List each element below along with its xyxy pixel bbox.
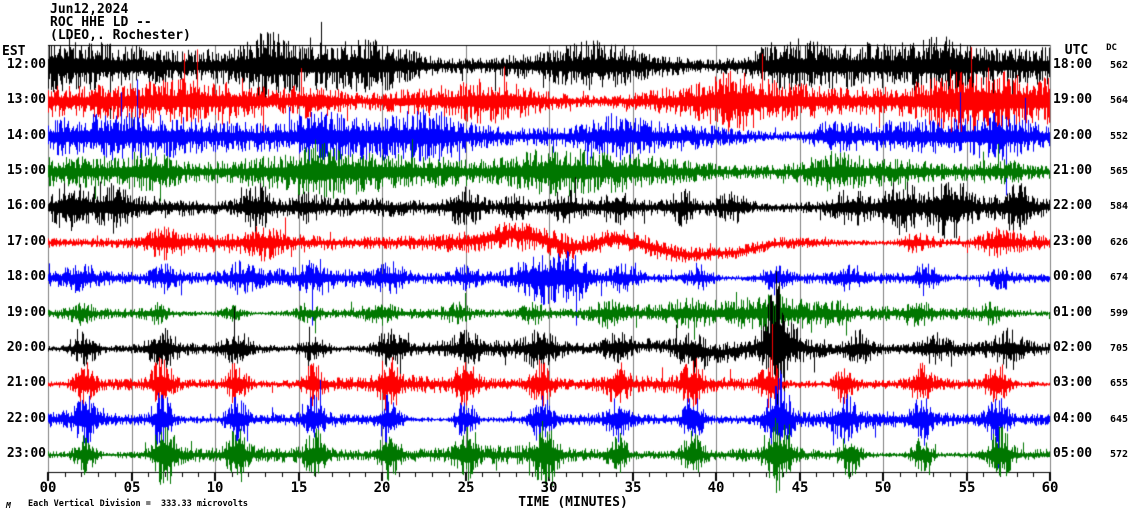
x-tick-label: 20 — [373, 480, 391, 496]
utc-hour-label: 22:00 — [1053, 198, 1093, 213]
est-hour-label: 16:00 — [6, 198, 46, 213]
x-tick-label: 10 — [206, 480, 224, 496]
est-hour-label: 12:00 — [6, 57, 46, 72]
right-timezone-label: UTC — [1064, 43, 1089, 58]
x-tick-label: 55 — [958, 480, 976, 496]
est-hour-label: 15:00 — [6, 163, 46, 178]
dc-value: 645 — [1109, 414, 1128, 425]
utc-hour-label: 19:00 — [1053, 92, 1093, 107]
x-tick-label: 60 — [1041, 480, 1059, 496]
est-hour-label: 22:00 — [6, 411, 46, 426]
est-hour-label: 14:00 — [6, 128, 46, 143]
est-hour-label: 19:00 — [6, 305, 46, 320]
utc-hour-label: 20:00 — [1053, 128, 1093, 143]
utc-hour-label: 03:00 — [1053, 375, 1093, 390]
x-tick-label: 35 — [624, 480, 642, 496]
utc-hour-label: 23:00 — [1053, 234, 1093, 249]
dc-value: 572 — [1109, 449, 1128, 460]
dc-value: 584 — [1109, 201, 1128, 212]
title-network-location: (LDEO,. Rochester) — [50, 28, 191, 43]
watermark-glyph: M — [6, 501, 11, 510]
utc-hour-label: 02:00 — [1053, 340, 1093, 355]
title-station-code: ROC HHE LD -- — [50, 15, 152, 30]
title-date: Jun12,2024 — [50, 2, 129, 17]
x-tick-label: 15 — [290, 480, 308, 496]
x-tick-label: 05 — [123, 480, 141, 496]
dc-column-header: DC — [1106, 43, 1117, 53]
dc-value: 562 — [1109, 60, 1128, 71]
dc-value: 655 — [1109, 378, 1128, 389]
utc-hour-label: 21:00 — [1053, 163, 1093, 178]
est-hour-label: 18:00 — [6, 269, 46, 284]
est-hour-label: 13:00 — [6, 92, 46, 107]
dc-value: 626 — [1109, 237, 1128, 248]
utc-hour-label: 18:00 — [1053, 57, 1093, 72]
x-tick-label: 40 — [707, 480, 725, 496]
dc-value: 552 — [1109, 131, 1128, 142]
dc-value: 564 — [1109, 95, 1128, 106]
dc-value: 705 — [1109, 343, 1128, 354]
est-hour-label: 20:00 — [6, 340, 46, 355]
x-tick-label: 45 — [791, 480, 809, 496]
x-tick-label: 50 — [874, 480, 892, 496]
x-axis-title: TIME (MINUTES) — [518, 495, 628, 510]
x-tick-label: 25 — [457, 480, 475, 496]
dc-value: 599 — [1109, 308, 1128, 319]
x-tick-label: 00 — [39, 480, 57, 496]
utc-hour-label: 05:00 — [1053, 446, 1093, 461]
est-hour-label: 21:00 — [6, 375, 46, 390]
est-hour-label: 23:00 — [6, 446, 46, 461]
x-tick-label: 30 — [540, 480, 558, 496]
dc-value: 674 — [1109, 272, 1128, 283]
utc-hour-label: 04:00 — [1053, 411, 1093, 426]
utc-hour-label: 01:00 — [1053, 305, 1093, 320]
left-timezone-label: EST — [2, 44, 26, 59]
vertical-scale-note: Each Vertical Division = 333.33 microvol… — [28, 499, 249, 509]
dc-value: 565 — [1109, 166, 1128, 177]
utc-hour-label: 00:00 — [1053, 269, 1093, 284]
est-hour-label: 17:00 — [6, 234, 46, 249]
